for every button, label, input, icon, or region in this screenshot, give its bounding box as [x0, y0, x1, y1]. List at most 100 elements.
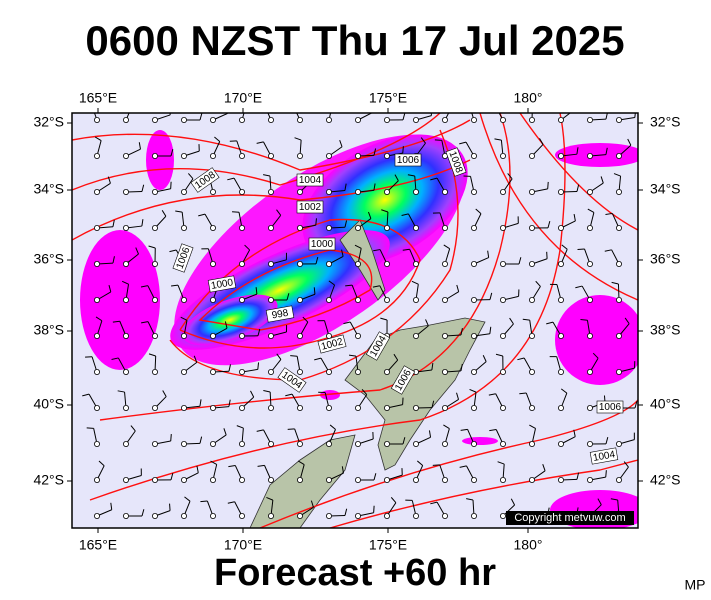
- barb-feather: [371, 106, 372, 113]
- station: [209, 404, 216, 411]
- barb-feather: [228, 399, 231, 407]
- station: [151, 224, 158, 231]
- barb-feather: [344, 220, 348, 228]
- barb-feather: [232, 211, 240, 213]
- lat-label: 38°S: [33, 322, 64, 338]
- station: [180, 476, 187, 483]
- barb-feather: [121, 280, 129, 285]
- barb-feather: [431, 362, 434, 371]
- isobar-label-box: [445, 147, 467, 177]
- barb-feather: [266, 497, 274, 501]
- isobar-label-box: [277, 367, 307, 393]
- barb-feather: [228, 464, 236, 468]
- barb-feather: [314, 357, 322, 361]
- barb-feather: [459, 465, 467, 468]
- lat-label: 32°S: [33, 114, 64, 130]
- barb-feather: [256, 429, 264, 432]
- station: [441, 224, 448, 231]
- station: [383, 296, 390, 303]
- barb-feather: [575, 285, 583, 289]
- station: [238, 404, 245, 411]
- barb-feather: [313, 287, 316, 295]
- station: [441, 332, 448, 339]
- station: [441, 440, 448, 447]
- station: [238, 513, 245, 520]
- station: [296, 332, 303, 339]
- station: [587, 152, 594, 159]
- station: [499, 404, 506, 411]
- barb-feather: [460, 363, 463, 371]
- barb-feather: [494, 138, 502, 141]
- station: [470, 152, 477, 159]
- station: [470, 188, 477, 195]
- station: [499, 224, 506, 231]
- barb-feather: [529, 424, 536, 429]
- station: [558, 476, 565, 483]
- copyright: Copyright metvuw.com: [514, 512, 625, 524]
- barb-feather: [518, 257, 522, 265]
- barb-feather: [127, 101, 132, 105]
- barb-feather: [244, 244, 250, 251]
- station: [383, 513, 390, 520]
- station: [499, 117, 506, 124]
- barb-feather: [560, 388, 568, 394]
- barb-feather: [519, 392, 527, 395]
- station: [529, 476, 536, 483]
- barb-feather: [604, 249, 612, 252]
- station: [209, 224, 216, 231]
- forecast-label: Forecast +60 hr: [214, 552, 496, 594]
- station: [267, 152, 274, 159]
- barb-feather: [227, 177, 235, 181]
- station: [470, 260, 477, 267]
- barb-feather: [394, 174, 399, 181]
- graticule-labels: 165°E 170°E 175°E 180° 165°E 170°E 175°E 180° 32…: [33, 90, 680, 553]
- station: [238, 368, 245, 375]
- station: [558, 188, 565, 195]
- barb-feather: [341, 466, 344, 474]
- lon-label: 165°E: [79, 537, 117, 553]
- barb-feather: [329, 424, 336, 430]
- barb-feather: [339, 139, 343, 147]
- barb-feather: [256, 141, 264, 144]
- barb-feather: [98, 460, 105, 467]
- station: [238, 152, 245, 159]
- station: [412, 188, 419, 195]
- barb-feather: [286, 106, 293, 107]
- barb-feather: [487, 250, 490, 258]
- barb-feather: [459, 141, 467, 145]
- station: [123, 152, 130, 159]
- barb-feather: [510, 498, 516, 506]
- station: [123, 440, 130, 447]
- barb-feather: [285, 393, 293, 397]
- station: [354, 296, 361, 303]
- barb-feather: [402, 146, 404, 154]
- station: [587, 332, 594, 339]
- barb-feather: [380, 317, 388, 321]
- station: [616, 476, 623, 483]
- barb-feather: [214, 136, 221, 142]
- station: [354, 224, 361, 231]
- station: [499, 296, 506, 303]
- barb-feather: [310, 500, 314, 508]
- station: [587, 476, 594, 483]
- station: [558, 332, 565, 339]
- station: [151, 152, 158, 159]
- station: [325, 117, 332, 124]
- barb-feather: [294, 137, 302, 141]
- station: [354, 440, 361, 447]
- lat-label: 40°S: [650, 396, 681, 412]
- barb-feather: [372, 285, 380, 288]
- station: [209, 260, 216, 267]
- station: [354, 513, 361, 520]
- station: [94, 117, 101, 124]
- station: [529, 260, 536, 267]
- station: [238, 332, 245, 339]
- isobar-label-box: [296, 200, 324, 214]
- station: [587, 368, 594, 375]
- barb-feather: [169, 249, 177, 253]
- station: [267, 440, 274, 447]
- station: [383, 440, 390, 447]
- barb-feather: [341, 249, 344, 257]
- station: [499, 152, 506, 159]
